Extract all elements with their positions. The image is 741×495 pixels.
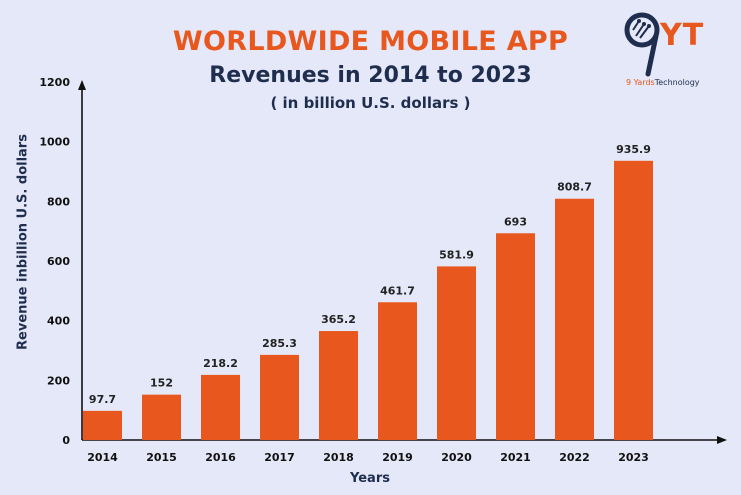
bar [378,302,417,440]
y-tick-label: 800 [47,195,70,208]
x-tick-label: 2022 [559,451,590,464]
x-tick-label: 2023 [618,451,649,464]
data-label: 581.9 [439,248,474,261]
bar [437,266,476,440]
y-tick-label: 200 [47,374,70,387]
data-label: 218.2 [203,357,238,370]
x-axis-label: Years [350,471,390,486]
logo-mark: YT [660,18,705,53]
chart-title: WORLDWIDE MOBILE APP [172,26,569,57]
nine-pin-logo-icon [624,12,660,77]
bar [142,394,181,440]
bar [614,160,653,440]
x-tick-label: 2016 [205,451,236,464]
data-label: 693 [504,215,527,228]
data-label: 365.2 [321,313,356,326]
data-label: 808.7 [557,181,592,194]
y-axis-arrow [78,80,86,90]
bar [496,233,535,440]
bar [555,198,594,440]
bars [83,160,653,440]
bar [260,354,299,440]
brand-logo: YT 9 YardsTechnology [622,8,732,90]
y-tick-label: 1000 [39,136,70,149]
bar [201,374,240,440]
logo-brand-name: 9 YardsTechnology [626,78,700,87]
chart-subtitle: Revenues in 2014 to 2023 [209,63,532,88]
x-tick-label: 2015 [146,451,177,464]
data-label: 935.9 [616,143,651,156]
data-label: 461.7 [380,284,415,297]
value-labels: 97.7 152 218.2 285.3 365.2 461.7 581.9 693 808.7… [89,143,651,406]
x-tick-label: 2021 [500,451,531,464]
x-tick-labels: 2014 2015 2016 2017 2018 2019 2020 2021 2022 2023 [87,451,649,464]
y-tick-label: 600 [47,255,70,268]
x-tick-label: 2018 [323,451,354,464]
bar [319,331,358,440]
bar [83,410,122,440]
x-tick-label: 2017 [264,451,295,464]
y-tick-labels: 0 200 400 600 800 1000 1200 [39,76,70,447]
data-label: 97.7 [89,393,116,406]
x-tick-label: 2020 [441,451,472,464]
chart-unit-note: ( in billion U.S. dollars ) [270,94,471,112]
data-label: 152 [150,377,173,390]
x-axis-arrow [717,436,727,444]
y-tick-label: 400 [47,315,70,328]
y-axis-label: Revenue inbillion U.S. dollars [15,134,31,350]
data-label: 285.3 [262,337,297,350]
y-tick-label: 0 [62,434,70,447]
x-tick-label: 2014 [87,451,118,464]
y-tick-label: 1200 [39,76,70,89]
x-tick-label: 2019 [382,451,413,464]
